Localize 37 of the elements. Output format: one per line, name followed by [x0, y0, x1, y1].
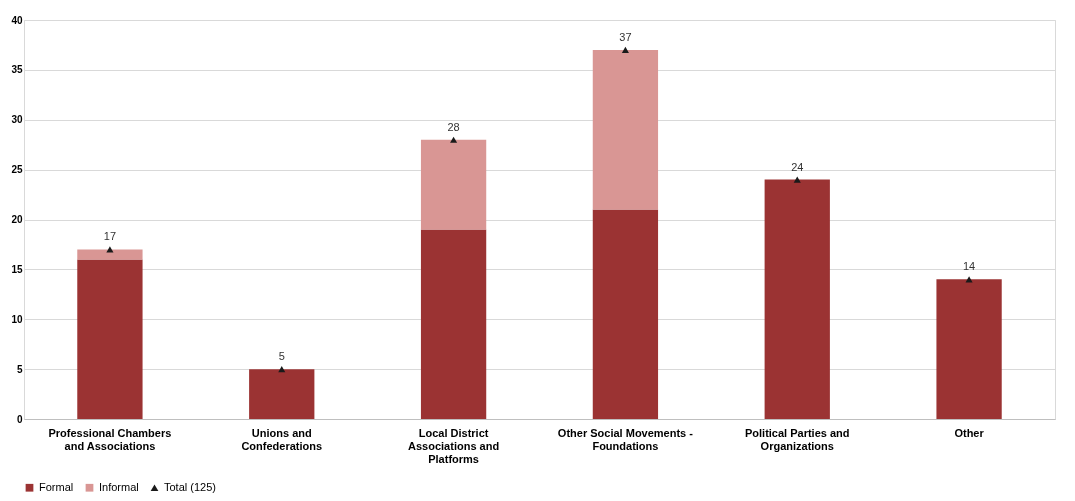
legend-label: Total (125) [164, 480, 216, 493]
x-tick-label: Local District Associations and Platforms [408, 426, 500, 465]
bar [77, 249, 143, 260]
y-tick-label: 15 [11, 263, 23, 275]
y-tick-label: 25 [11, 164, 23, 176]
bar [420, 229, 487, 419]
bar [936, 279, 1002, 419]
y-tick-label: 20 [11, 214, 23, 225]
bar [420, 139, 487, 230]
bar [764, 179, 830, 419]
point [793, 176, 801, 183]
total-label: 14 [962, 260, 976, 273]
x-tick-label: Unions and Confederations [241, 426, 323, 452]
point [450, 136, 458, 143]
x-tick-label: Other Social Movements - Foundations [557, 426, 694, 452]
legend-label: Formal [39, 480, 74, 493]
total-label: 28 [447, 120, 460, 133]
bar [77, 259, 143, 419]
total-label: 5 [278, 350, 285, 363]
point [621, 46, 629, 53]
y-tick-label: 35 [11, 64, 23, 76]
x-tick-label: Professional Chambers and Associations [48, 426, 172, 452]
x-tick-label: Political Parties and Organizations [744, 426, 850, 452]
x-tick-label: Other [954, 426, 985, 439]
total-label: 17 [103, 230, 117, 243]
bar [592, 209, 659, 419]
y-tick-label: 30 [11, 114, 23, 126]
total-label: 24 [791, 160, 804, 173]
y-tick-label: 10 [11, 313, 23, 325]
total-label: 37 [619, 30, 632, 43]
y-tick-label: 40 [11, 14, 23, 26]
y-tick-label: 5 [16, 363, 23, 375]
bar [592, 49, 659, 210]
y-tick-label: 0 [16, 413, 23, 425]
bar [249, 369, 315, 419]
legend-label: Informal [99, 480, 139, 493]
point [278, 366, 286, 373]
